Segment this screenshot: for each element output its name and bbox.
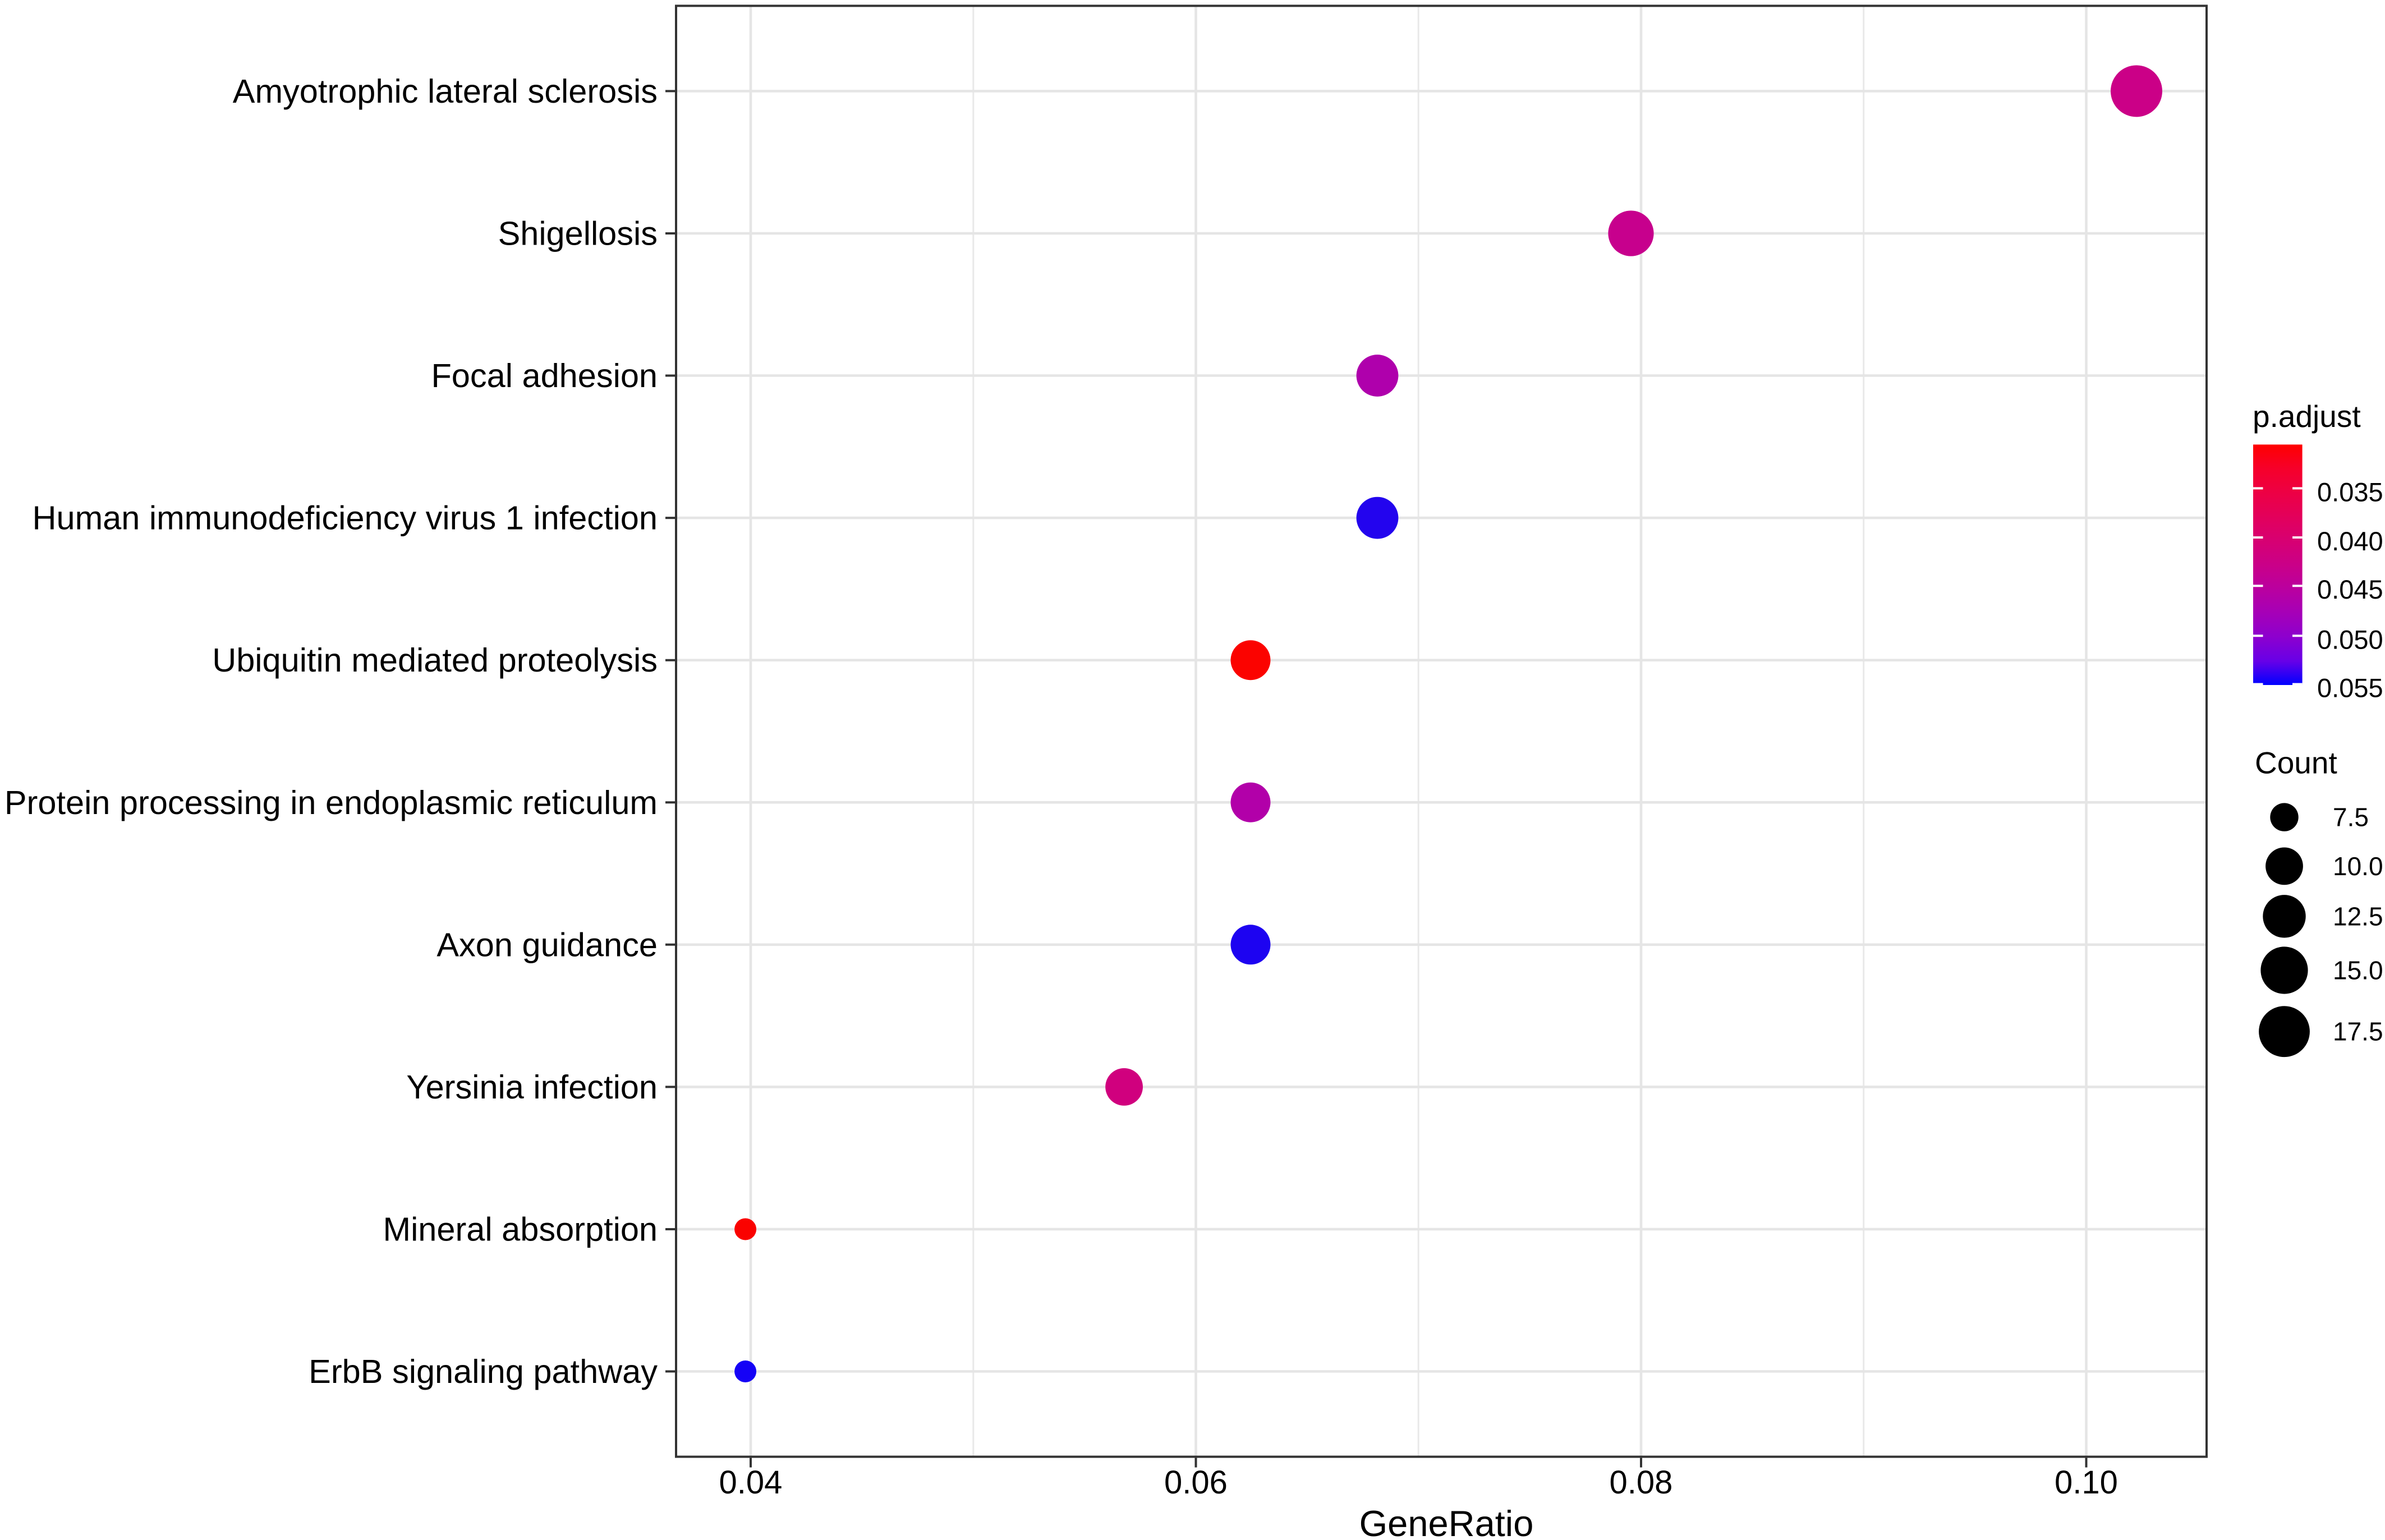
svg-text:15.0: 15.0 [2333,956,2383,985]
svg-text:10.0: 10.0 [2333,852,2383,881]
svg-text:0.045: 0.045 [2317,574,2383,604]
svg-text:0.035: 0.035 [2317,477,2383,507]
svg-text:Ubiquitin mediated proteolysis: Ubiquitin mediated proteolysis [212,641,658,679]
svg-text:0.040: 0.040 [2317,526,2383,556]
svg-text:Shigellosis: Shigellosis [498,215,658,252]
svg-text:Protein processing in endoplas: Protein processing in endoplasmic reticu… [4,784,658,821]
svg-text:Yersinia infection: Yersinia infection [406,1068,658,1106]
svg-text:0.10: 0.10 [2055,1464,2118,1501]
svg-text:Count: Count [2255,746,2337,780]
svg-text:0.04: 0.04 [719,1464,783,1501]
svg-text:7.5: 7.5 [2333,803,2369,832]
svg-text:12.5: 12.5 [2333,902,2383,931]
svg-text:ErbB signaling pathway: ErbB signaling pathway [309,1353,658,1390]
svg-text:0.055: 0.055 [2317,673,2383,703]
svg-text:0.050: 0.050 [2317,624,2383,654]
svg-text:17.5: 17.5 [2333,1017,2383,1046]
svg-text:Human immunodeficiency virus 1: Human immunodeficiency virus 1 infection [33,499,658,537]
svg-text:Axon guidance: Axon guidance [436,926,658,963]
svg-text:GeneRatio: GeneRatio [1359,1503,1534,1540]
svg-text:p.adjust: p.adjust [2253,399,2361,434]
svg-text:Mineral absorption: Mineral absorption [383,1211,658,1248]
svg-text:0.06: 0.06 [1164,1464,1228,1501]
svg-text:0.08: 0.08 [1610,1464,1673,1501]
svg-text:Focal adhesion: Focal adhesion [431,357,658,394]
svg-text:Amyotrophic lateral sclerosis: Amyotrophic lateral sclerosis [233,72,658,110]
